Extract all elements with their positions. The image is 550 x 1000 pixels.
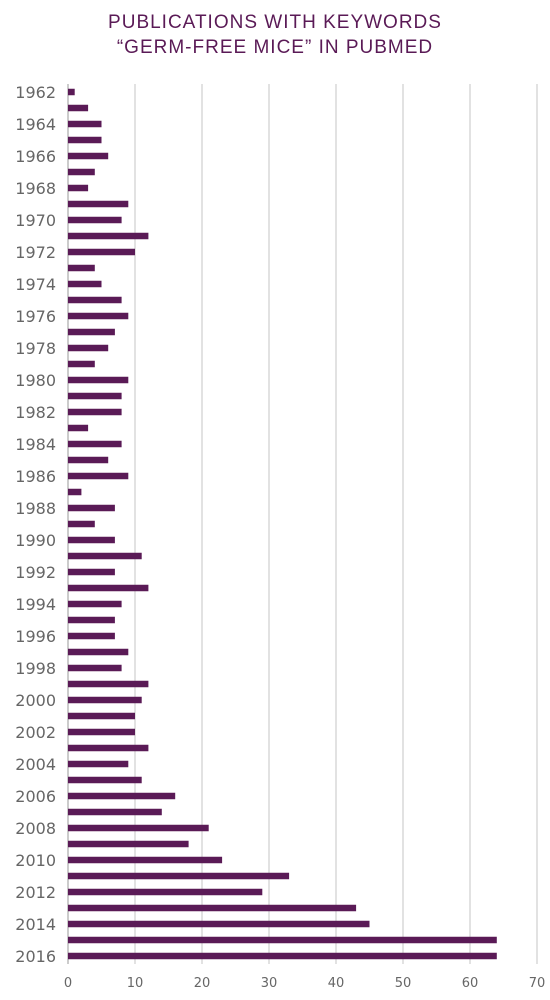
x-tick-label: 20 [194,976,211,991]
bar-1987 [68,488,82,496]
bar-1994 [68,600,122,608]
bar-1963 [68,104,89,112]
bar-2003 [68,744,149,752]
y-tick-label-1974: 1974 [15,275,56,294]
bar-1980 [68,376,129,384]
bar-1982 [68,408,122,416]
y-tick-label-1978: 1978 [15,339,56,358]
bar-2009 [68,840,189,848]
y-tick-label-1970: 1970 [15,211,56,230]
bar-2010 [68,856,223,864]
y-tick-label-1980: 1980 [15,371,56,390]
y-tick-label-2000: 2000 [15,691,56,710]
bars [68,88,497,960]
bar-1968 [68,184,89,192]
y-tick-label-1962: 1962 [15,83,56,102]
y-tick-label-1976: 1976 [15,307,56,326]
y-tick-label-2008: 2008 [15,819,56,838]
x-tick-label: 0 [64,976,72,991]
bar-1992 [68,568,115,576]
bar-2001 [68,712,135,720]
bar-2007 [68,808,162,816]
bar-2008 [68,824,209,832]
chart-title-line-2: “GERM-FREE MICE” IN PUBMED [116,37,434,58]
bar-2006 [68,792,176,800]
y-tick-label-1988: 1988 [15,499,56,518]
bar-1974 [68,280,102,288]
bar-1984 [68,440,122,448]
y-axis-labels: 1962 1964 1966 1968 1970 1972 1974 1976 1978 1980… [15,83,56,966]
x-tick-label: 30 [261,976,278,991]
y-tick-label-1996: 1996 [15,627,56,646]
bar-1985 [68,456,109,464]
x-axis-labels: 0 10 20 30 40 50 60 70 [64,976,545,991]
bar-2011 [68,872,290,880]
y-tick-label-1968: 1968 [15,179,56,198]
bar-1965 [68,136,102,144]
x-tick-label: 60 [462,976,479,991]
bar-1966 [68,152,109,160]
bar-1990 [68,536,115,544]
y-tick-label-1982: 1982 [15,403,56,422]
bar-1962 [68,88,75,96]
bar-1977 [68,328,115,336]
y-tick-label-1972: 1972 [15,243,56,262]
bar-1991 [68,552,142,560]
bar-1976 [68,312,129,320]
bar-1969 [68,200,129,208]
x-tick-label: 70 [529,976,546,991]
bar-1988 [68,504,115,512]
y-tick-label-2006: 2006 [15,787,56,806]
bar-1972 [68,248,135,256]
bar-2013 [68,904,357,912]
bar-1970 [68,216,122,224]
bar-1981 [68,392,122,400]
bar-2014 [68,920,370,928]
bar-2012 [68,888,263,896]
y-tick-label-1992: 1992 [15,563,56,582]
bar-1995 [68,616,115,624]
x-tick-label: 40 [328,976,345,991]
bar-1997 [68,648,129,656]
bar-1998 [68,664,122,672]
bar-1989 [68,520,95,528]
bar-1986 [68,472,129,480]
bar-1999 [68,680,149,688]
bar-1993 [68,584,149,592]
y-tick-label-2004: 2004 [15,755,56,774]
bar-2000 [68,696,142,704]
bar-2002 [68,728,135,736]
y-tick-label-1966: 1966 [15,147,56,166]
bar-1967 [68,168,95,176]
chart-title-line-1: PUBLICATIONS WITH KEYWORDS [108,12,442,33]
bar-2004 [68,760,129,768]
x-tick-label: 50 [395,976,412,991]
gridlines [67,84,538,964]
y-tick-label-2016: 2016 [15,947,56,966]
y-tick-label-2002: 2002 [15,723,56,742]
bar-1983 [68,424,89,432]
bar-1978 [68,344,109,352]
y-tick-label-2014: 2014 [15,915,56,934]
bar-1971 [68,232,149,240]
y-tick-label-1990: 1990 [15,531,56,550]
y-tick-label-1984: 1984 [15,435,56,454]
y-tick-label-1964: 1964 [15,115,56,134]
y-tick-label-2010: 2010 [15,851,56,870]
y-tick-label-1994: 1994 [15,595,56,614]
y-tick-label-2012: 2012 [15,883,56,902]
bar-1973 [68,264,95,272]
y-tick-label-1998: 1998 [15,659,56,678]
bar-1975 [68,296,122,304]
bar-1979 [68,360,95,368]
bar-2005 [68,776,142,784]
bar-2015 [68,936,497,944]
bar-2016 [68,952,497,960]
chart-title: PUBLICATIONS WITH KEYWORDS “GERM-FREE MI… [0,10,550,60]
x-tick-label: 10 [127,976,144,991]
bar-1964 [68,120,102,128]
y-tick-label-1986: 1986 [15,467,56,486]
bar-1996 [68,632,115,640]
